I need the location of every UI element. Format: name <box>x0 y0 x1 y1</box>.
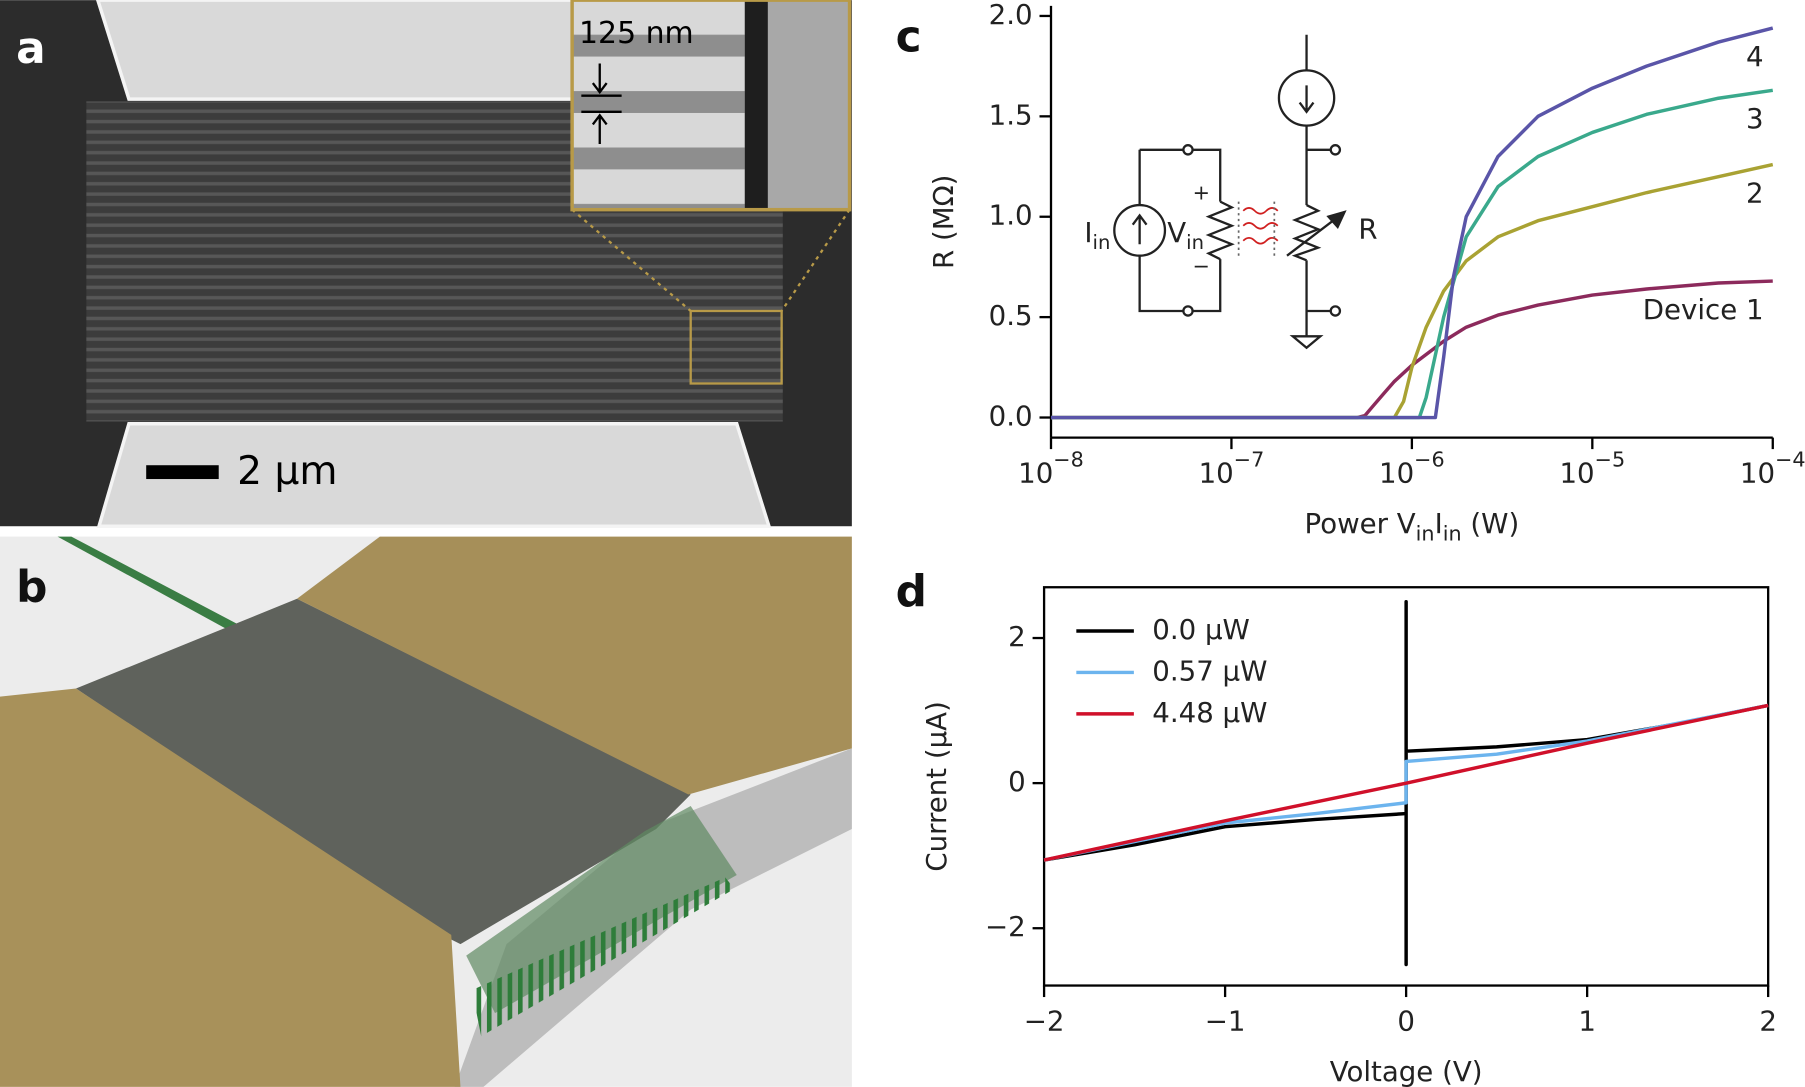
y-tick-label: 1.0 <box>989 199 1033 232</box>
x-tick-label: 10−4 <box>1740 448 1805 490</box>
data-line <box>1043 703 1769 862</box>
label-sub: in <box>1186 231 1204 254</box>
x-tick-label: 10−8 <box>1018 448 1084 490</box>
circuit-inset <box>1113 34 1347 350</box>
scale-bar-label: 2 µm <box>237 449 337 494</box>
data-line <box>1050 279 1773 420</box>
x-label-sub: in <box>1416 521 1435 545</box>
data-line <box>1050 88 1774 420</box>
tick-exponent: −6 <box>1414 448 1445 472</box>
x-label-part: Voltage (V) <box>1330 1055 1483 1087</box>
x-tick-label: 0 <box>1397 1004 1415 1037</box>
x-label-part: I <box>1435 507 1443 540</box>
tick-base: 10 <box>1379 456 1414 489</box>
y-axis-label: Current (µA) <box>920 701 953 871</box>
tick-base: 10 <box>1559 456 1594 489</box>
legend-label: 4.48 µW <box>1152 696 1267 729</box>
y-tick-label: 0.0 <box>989 400 1033 433</box>
resistor-label: R <box>1358 212 1377 245</box>
x-tick-label: −2 <box>1024 1004 1065 1037</box>
series-label: 3 <box>1746 102 1764 135</box>
label-sub: in <box>1093 231 1111 254</box>
x-tick-label: 1 <box>1578 1004 1596 1037</box>
tick-exponent: −5 <box>1595 448 1626 472</box>
tick-exponent: −8 <box>1053 448 1084 472</box>
x-label-sub: in <box>1443 521 1462 545</box>
panel-label: c <box>896 11 922 62</box>
x-tick-label: 2 <box>1759 1004 1777 1037</box>
x-label-part: (W) <box>1462 507 1520 540</box>
y-tick-label: 1.5 <box>989 98 1033 131</box>
x-label-part: Power V <box>1305 507 1416 540</box>
series-label: 4 <box>1746 40 1764 73</box>
x-tick-label: −1 <box>1205 1004 1246 1037</box>
legend-label: 0.57 µW <box>1152 654 1267 687</box>
y-tick-label: 2.0 <box>989 0 1033 31</box>
current-source-label: Iin <box>1084 216 1110 254</box>
tick-exponent: −4 <box>1775 448 1805 472</box>
label-main: I <box>1084 216 1092 249</box>
tick-base: 10 <box>1199 456 1234 489</box>
legend-label: 0.0 µW <box>1152 613 1250 646</box>
series-label: 2 <box>1746 176 1764 209</box>
panel-label: b <box>16 562 47 613</box>
x-tick-label: 10−5 <box>1559 448 1625 490</box>
y-tick-label: 0 <box>1008 765 1026 798</box>
inset-scale: 125 nm <box>579 16 694 51</box>
y-axis-label: R (MΩ) <box>927 175 960 269</box>
x-tick-label: 10−6 <box>1379 448 1445 490</box>
data-line <box>1050 26 1774 420</box>
panel-label: a <box>16 23 46 74</box>
series-label: Device 1 <box>1643 293 1764 326</box>
panel-label: d <box>896 566 927 617</box>
label-main: V <box>1167 216 1186 249</box>
x-axis-label: Power VinIin (W) <box>1305 507 1520 545</box>
y-tick-label: 2 <box>1008 620 1026 653</box>
voltage-label: Vin <box>1167 216 1204 254</box>
y-tick-label: 0.5 <box>989 299 1033 332</box>
minus-sign: − <box>1193 254 1210 278</box>
y-tick-label: −2 <box>985 910 1026 943</box>
plus-sign: + <box>1193 181 1210 205</box>
x-tick-label: 10−7 <box>1199 448 1265 490</box>
tick-exponent: −7 <box>1234 448 1265 472</box>
tick-base: 10 <box>1018 456 1053 489</box>
sem-image: 125 nm 2 µm a <box>0 0 852 528</box>
data-line <box>1050 162 1774 420</box>
tick-base: 10 <box>1740 456 1775 489</box>
circuit-labels: Iin Vin + − R <box>1084 181 1377 279</box>
x-axis-label: Voltage (V) <box>1330 1055 1483 1087</box>
device-render: b <box>0 536 852 1087</box>
